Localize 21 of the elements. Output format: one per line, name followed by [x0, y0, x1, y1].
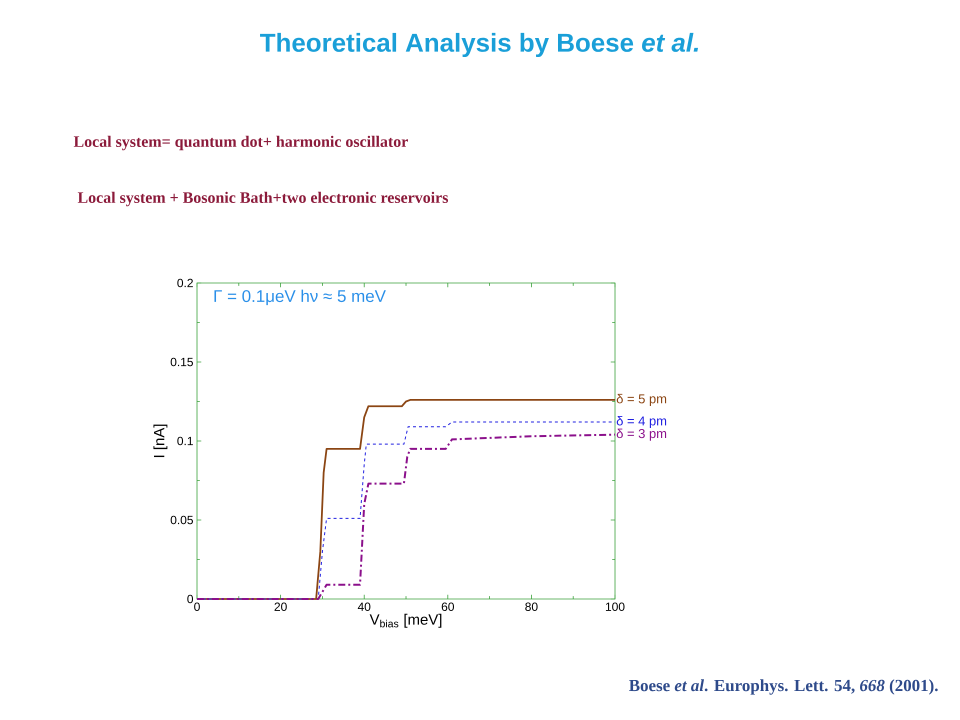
- chart-subtitle: Local system= quantum dot+ harmonic oscillator: [74, 136, 408, 150]
- x-tick-label: 80: [525, 602, 538, 611]
- text: Local system + Bosonic Bath+two electronic reservoirs: [78, 192, 448, 206]
- y-tick-label: 0.2: [177, 278, 193, 288]
- x-tick-label: 0: [194, 602, 200, 611]
- y-tick-label: 0.05: [170, 516, 193, 524]
- y-tick-label: 0.15: [170, 358, 193, 366]
- series-label: δ = 4 pm: [616, 416, 666, 428]
- x-tick-label: 40: [358, 602, 370, 611]
- x-tick-label: 60: [442, 602, 454, 611]
- series-label: δ = 5 pm: [616, 394, 666, 406]
- x-axis-title: V$_{bias}$ [meV]: [370, 614, 442, 628]
- y-tick-label: 0.1: [177, 436, 193, 446]
- y-axis-title: I [nA]: [153, 424, 168, 458]
- chart-title: Theoretical Analysis by Boese et al.: [260, 32, 698, 58]
- text: Boese et al. Europhys. Lett. 54, 668 (2001).: [629, 679, 938, 695]
- y-tick-label: 0: [187, 594, 194, 604]
- x-tick-label: 100: [606, 602, 625, 611]
- series-label: δ = 3 pm: [616, 428, 666, 441]
- annotation: Γ = 0.1μeV hν ≈ 5 meV: [214, 290, 386, 306]
- x-tick-label: 20: [274, 602, 287, 611]
